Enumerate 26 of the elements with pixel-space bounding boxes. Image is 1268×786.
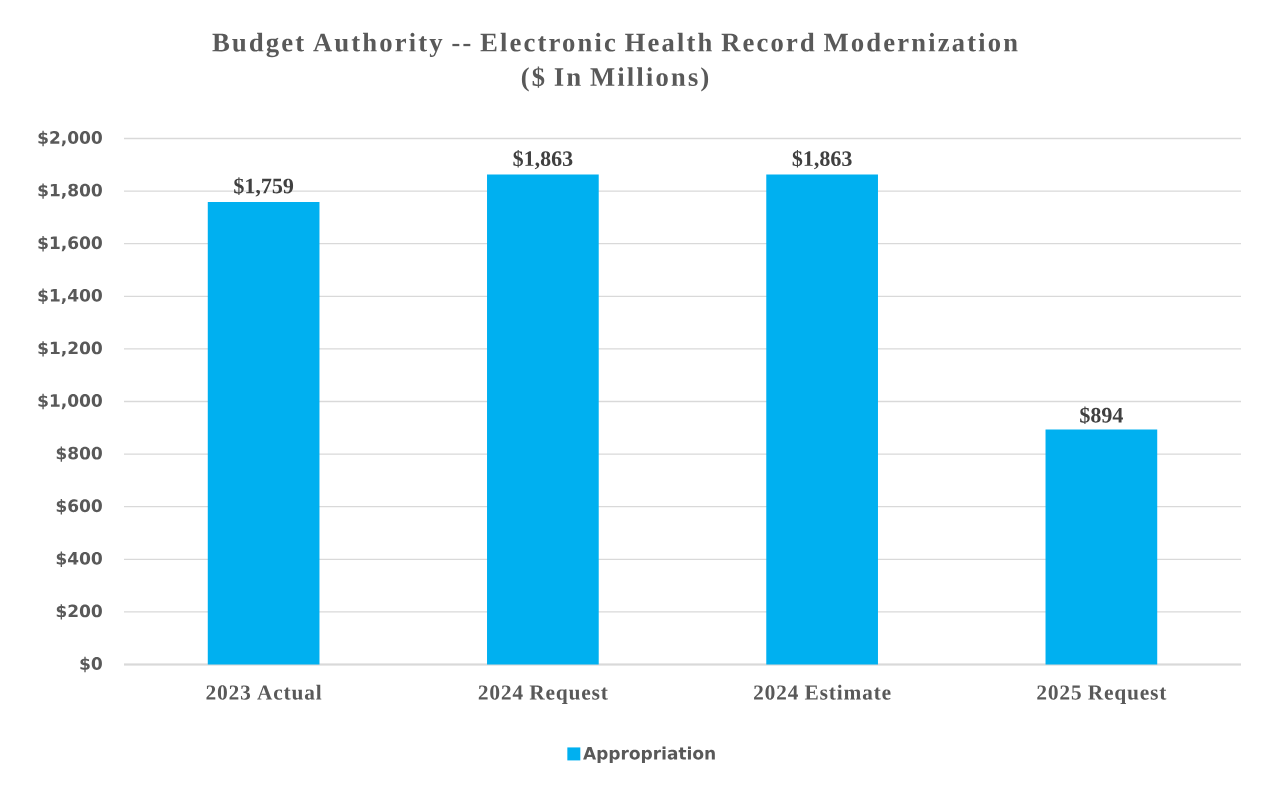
data-label: $1,759 [234,177,294,197]
y-tick-label: $1,400 [38,288,102,304]
y-tick-label: $1,800 [38,183,102,199]
bar [1045,429,1158,665]
y-tick-label: $1,000 [38,393,102,410]
y-tick-label: $400 [56,551,102,567]
data-label: $1,863 [513,149,573,170]
y-tick-label: $1,200 [38,341,102,357]
y-tick-label: $2,000 [38,130,102,147]
bar [487,174,599,665]
data-label: $894 [1080,406,1123,425]
y-tick-label: $0 [80,656,102,673]
legend-label: Appropriation [583,746,715,763]
y-tick-label: $600 [56,498,102,515]
x-tick-label: 2024 Request [478,685,608,705]
y-tick-label: $200 [56,604,102,620]
bar [207,201,320,665]
chart-title: Budget Authority -- Electronic Health Record Modernization [212,32,1018,58]
x-tick-label: 2023 Actual [206,684,322,700]
y-tick-label: $800 [56,446,102,462]
data-label: $1,863 [792,149,852,170]
y-tick-label: $1,600 [38,235,102,252]
x-tick-label: 2025 Request [1037,685,1167,705]
bar [766,174,878,665]
chart-subtitle: ($ In Millions) [521,66,709,92]
x-tick-label: 2024 Estimate [754,684,891,700]
